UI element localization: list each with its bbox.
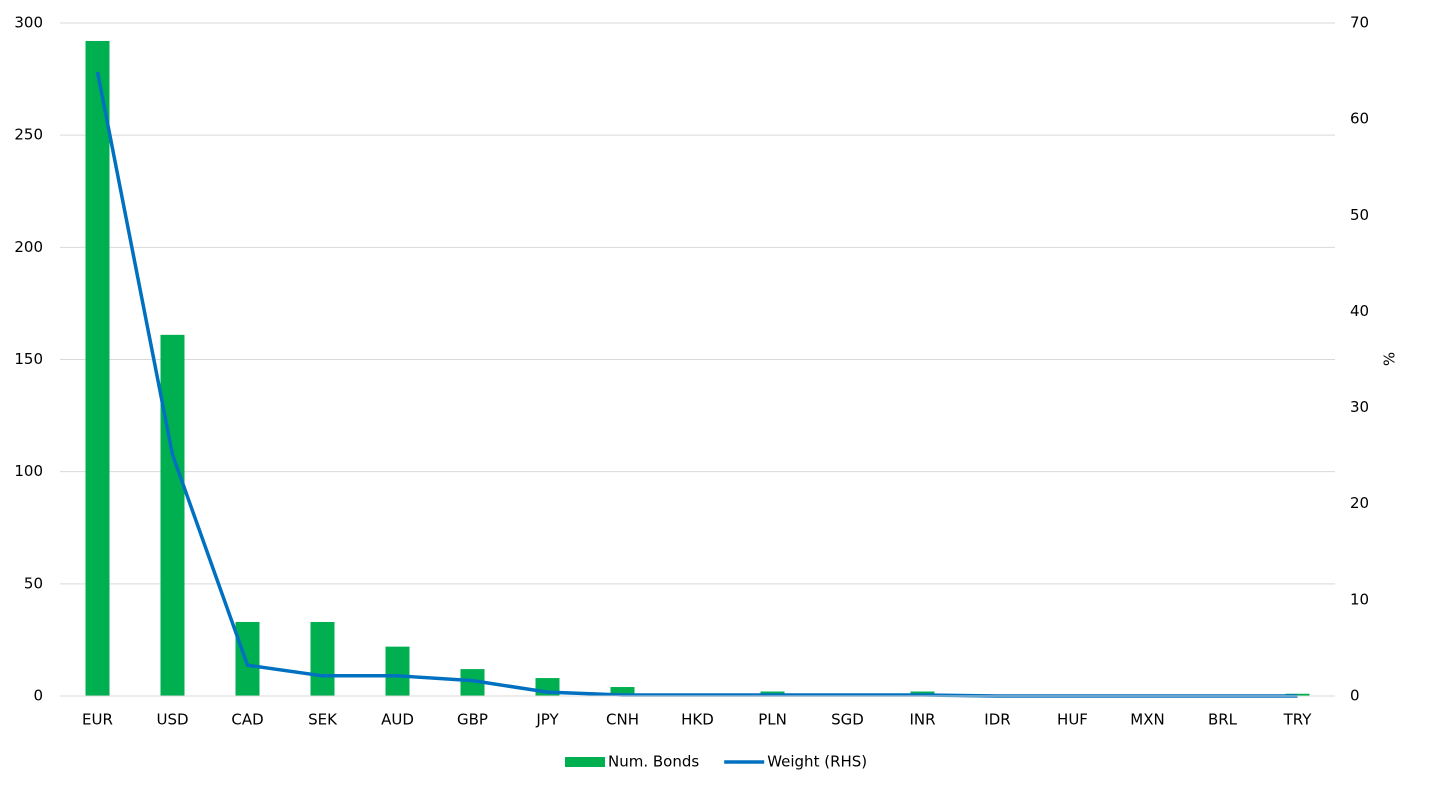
y2-tick-label: 30 bbox=[1350, 398, 1369, 416]
bar bbox=[385, 646, 410, 696]
x-tick-label: USD bbox=[156, 711, 188, 729]
bar bbox=[160, 334, 185, 696]
y2-tick-label: 50 bbox=[1350, 206, 1369, 224]
x-tick-label: CAD bbox=[231, 711, 263, 729]
bar bbox=[310, 621, 335, 696]
y2-axis-title: % bbox=[1381, 352, 1399, 366]
bar bbox=[235, 621, 260, 696]
legend-label: Num. Bonds bbox=[608, 753, 699, 771]
x-tick-label: PLN bbox=[758, 711, 787, 729]
x-tick-label: HUF bbox=[1057, 711, 1088, 729]
x-tick-label: IDR bbox=[984, 711, 1010, 729]
legend-label: Weight (RHS) bbox=[767, 753, 867, 771]
x-tick-label: BRL bbox=[1208, 711, 1238, 729]
y-tick-label: 200 bbox=[14, 238, 43, 256]
x-tick-label: MXN bbox=[1130, 711, 1164, 729]
y-tick-label: 150 bbox=[14, 350, 43, 368]
y-tick-label: 300 bbox=[14, 14, 43, 32]
x-tick-label: HKD bbox=[681, 711, 714, 729]
x-tick-label: EUR bbox=[82, 711, 113, 729]
y-tick-label: 250 bbox=[14, 126, 43, 144]
y-tick-label: 50 bbox=[24, 574, 43, 592]
bar bbox=[85, 40, 110, 697]
bar bbox=[610, 687, 635, 696]
y2-tick-label: 60 bbox=[1350, 110, 1369, 128]
y2-tick-label: 0 bbox=[1350, 687, 1360, 705]
y-tick-label: 100 bbox=[14, 462, 43, 480]
legend-swatch bbox=[565, 757, 605, 767]
y-tick-label: 0 bbox=[33, 687, 43, 705]
x-tick-label: AUD bbox=[381, 711, 414, 729]
x-tick-label: SGD bbox=[831, 711, 864, 729]
x-tick-label: CNH bbox=[606, 711, 639, 729]
x-tick-label: INR bbox=[909, 711, 935, 729]
x-tick-label: JPY bbox=[535, 711, 559, 729]
x-tick-label: SEK bbox=[308, 711, 338, 729]
y2-tick-label: 20 bbox=[1350, 494, 1369, 512]
y2-tick-label: 70 bbox=[1350, 14, 1369, 32]
line bbox=[95, 71, 1298, 698]
y2-tick-label: 40 bbox=[1350, 302, 1369, 320]
x-tick-label: GBP bbox=[457, 711, 488, 729]
y2-tick-label: 10 bbox=[1350, 590, 1369, 608]
x-tick-label: TRY bbox=[1283, 711, 1313, 729]
